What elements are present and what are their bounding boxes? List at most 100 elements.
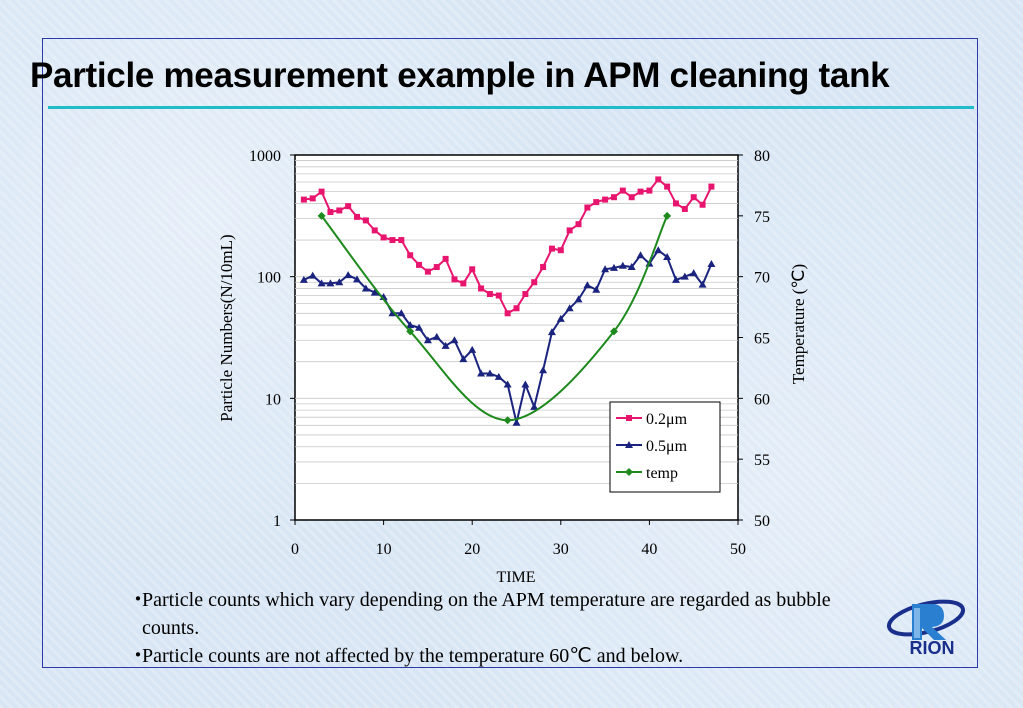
data-point (335, 278, 344, 286)
y2-tick-label: 70 (754, 270, 770, 287)
data-point (299, 275, 308, 283)
y-tick-label: 1 (273, 513, 281, 530)
data-point (371, 227, 378, 234)
data-point (664, 183, 671, 190)
data-point (574, 295, 583, 303)
x-axis-label: TIME (496, 569, 535, 586)
data-point (556, 314, 565, 322)
data-point (627, 263, 636, 271)
x-tick-label: 40 (641, 541, 657, 558)
data-point (593, 199, 600, 206)
series-1 (300, 176, 715, 317)
data-point (521, 380, 530, 388)
legend-swatch-marker (626, 415, 632, 421)
page-title: Particle measurement example in APM clea… (30, 56, 890, 95)
data-point (681, 205, 688, 212)
data-point (460, 280, 467, 287)
data-point (628, 194, 635, 201)
data-point (530, 402, 539, 410)
data-point (388, 309, 397, 317)
data-point (451, 276, 458, 283)
data-point (531, 279, 538, 286)
data-point (708, 183, 715, 190)
data-point (407, 252, 414, 259)
data-point (423, 336, 432, 344)
data-point (494, 372, 503, 380)
data-point (415, 323, 424, 331)
data-point (575, 221, 582, 228)
data-point (609, 263, 618, 271)
data-point (442, 255, 449, 262)
data-point (636, 251, 645, 259)
data-point (433, 264, 440, 271)
legend-label: 0.2μm (646, 411, 688, 428)
data-point (503, 380, 512, 388)
bullet-dot: ・ (128, 645, 148, 667)
data-point (671, 275, 680, 283)
data-point (522, 291, 529, 298)
data-point (459, 355, 468, 363)
y2-tick-label: 65 (754, 331, 770, 348)
data-point (308, 271, 317, 279)
data-point (353, 275, 362, 283)
x-tick-label: 30 (553, 541, 569, 558)
rion-logo-icon (886, 599, 966, 640)
x-tick-label: 20 (464, 541, 480, 558)
data-point (450, 336, 459, 344)
x-tick-label: 50 (730, 541, 746, 558)
data-point (503, 416, 512, 425)
data-point (646, 187, 653, 194)
data-point (583, 281, 592, 289)
data-point (609, 327, 618, 336)
data-point (468, 345, 477, 353)
data-point (654, 246, 663, 254)
y-tick-label: 100 (257, 270, 281, 287)
data-point (566, 227, 573, 234)
data-point (637, 188, 644, 195)
legend: 0.2μm 0.5μm temp (609, 401, 721, 493)
x-tick-label: 0 (291, 541, 299, 558)
data-point (539, 366, 548, 374)
data-point (610, 194, 617, 201)
data-point (362, 217, 369, 224)
data-point (309, 195, 316, 202)
data-point (663, 211, 672, 220)
data-point (380, 234, 387, 241)
data-point (602, 196, 609, 203)
data-point (317, 211, 326, 220)
data-point (513, 305, 520, 312)
bullet-item: ・ Particle counts are not affected by th… (128, 642, 888, 670)
data-point (345, 203, 352, 210)
data-point (370, 288, 379, 296)
data-point (698, 280, 707, 288)
data-point (406, 327, 415, 336)
title-underline (48, 106, 974, 109)
data-point (441, 341, 450, 349)
y-tick-label: 1000 (249, 148, 281, 165)
data-point (689, 269, 698, 277)
data-point (432, 332, 441, 340)
legend-label: 0.5μm (646, 438, 688, 455)
data-point (565, 304, 574, 312)
series-layer (299, 176, 716, 426)
data-point (318, 188, 325, 195)
bullet-text: Particle counts are not affected by the … (142, 645, 684, 667)
data-point (389, 237, 396, 244)
bullet-text: Particle counts which vary depending on … (142, 589, 831, 639)
y-tick-label: 10 (265, 391, 281, 408)
data-point (406, 321, 415, 329)
data-point (495, 292, 502, 299)
data-point (548, 245, 555, 252)
data-point (512, 418, 521, 426)
data-point (344, 271, 353, 279)
y2-tick-label: 80 (754, 148, 770, 165)
slide-frame (42, 38, 978, 668)
series-2 (299, 246, 716, 426)
data-point (326, 279, 335, 287)
data-point (327, 209, 334, 216)
y2-tick-label: 75 (754, 209, 770, 226)
data-point (655, 176, 662, 183)
series-3 (317, 211, 672, 425)
data-point (354, 213, 361, 220)
